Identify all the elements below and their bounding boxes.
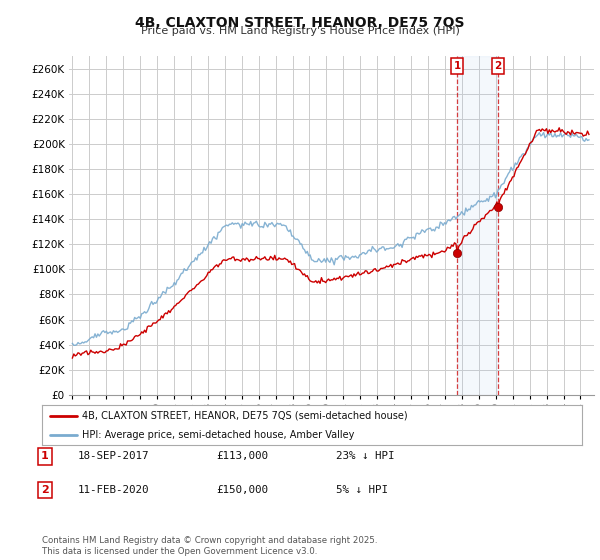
Text: 23% ↓ HPI: 23% ↓ HPI	[336, 451, 395, 461]
Text: 2: 2	[494, 61, 502, 71]
Text: 4B, CLAXTON STREET, HEANOR, DE75 7QS: 4B, CLAXTON STREET, HEANOR, DE75 7QS	[135, 16, 465, 30]
Text: 4B, CLAXTON STREET, HEANOR, DE75 7QS (semi-detached house): 4B, CLAXTON STREET, HEANOR, DE75 7QS (se…	[83, 411, 408, 421]
Text: £150,000: £150,000	[216, 485, 268, 495]
Text: Contains HM Land Registry data © Crown copyright and database right 2025.
This d: Contains HM Land Registry data © Crown c…	[42, 536, 377, 556]
Text: 18-SEP-2017: 18-SEP-2017	[78, 451, 149, 461]
Text: Price paid vs. HM Land Registry's House Price Index (HPI): Price paid vs. HM Land Registry's House …	[140, 26, 460, 36]
Bar	[457, 56, 498, 395]
Text: 11-FEB-2020: 11-FEB-2020	[78, 485, 149, 495]
Text: 2: 2	[41, 485, 49, 495]
Text: 5% ↓ HPI: 5% ↓ HPI	[336, 485, 388, 495]
Text: HPI: Average price, semi-detached house, Amber Valley: HPI: Average price, semi-detached house,…	[83, 430, 355, 440]
Text: 1: 1	[454, 61, 461, 71]
Text: 1: 1	[41, 451, 49, 461]
Text: £113,000: £113,000	[216, 451, 268, 461]
